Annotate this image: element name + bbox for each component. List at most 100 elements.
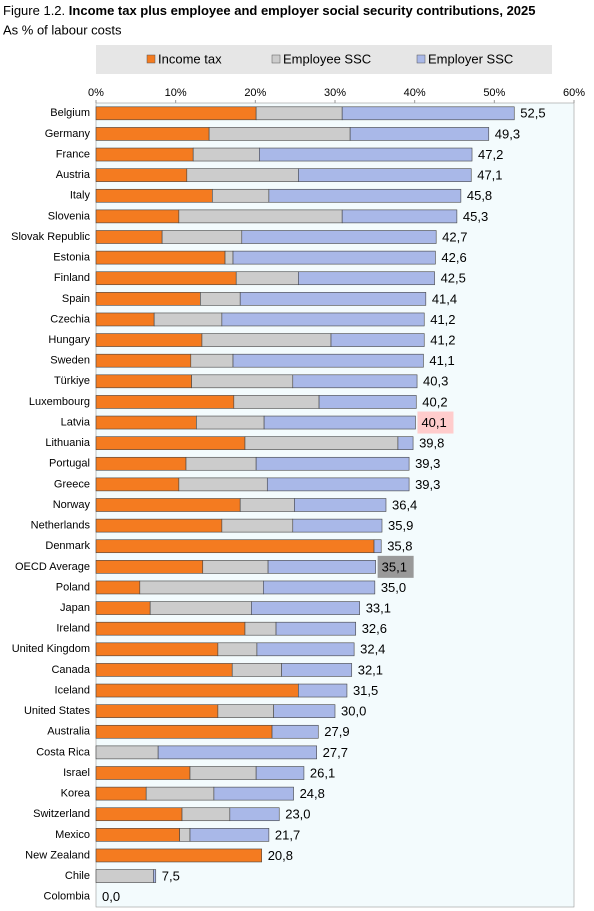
bar-segment	[235, 271, 299, 286]
value-label: 41,1	[429, 353, 454, 368]
bar-segment	[95, 333, 203, 347]
value-label: 41,2	[430, 312, 455, 327]
bar-segment	[341, 209, 458, 224]
value-label: 23,0	[285, 807, 310, 822]
legend-label: Employee SSC	[283, 51, 371, 66]
bar-segment	[95, 312, 155, 327]
bar-segment	[95, 230, 163, 244]
value-label: 20,8	[268, 848, 293, 863]
y-tick-label: Türkiye	[54, 375, 90, 387]
y-tick-label: Finland	[54, 272, 90, 284]
legend-box	[96, 45, 552, 74]
bar-segment	[191, 374, 294, 389]
bar-segment	[213, 786, 294, 801]
bar-segment	[201, 333, 332, 347]
bar-segment	[95, 786, 147, 801]
bar-segment	[95, 724, 273, 739]
bar-segment	[95, 374, 192, 389]
value-label: 47,1	[477, 168, 502, 183]
y-tick-label: Poland	[56, 581, 90, 593]
bar-segment	[95, 353, 192, 368]
bar-segment	[95, 848, 263, 863]
bar-segment	[229, 807, 280, 822]
value-label: 0,0	[102, 889, 120, 904]
bar-segment	[95, 498, 241, 512]
bar-segment	[349, 127, 490, 141]
y-tick-label: United States	[24, 705, 91, 717]
bar-segment	[281, 663, 353, 677]
value-label: 40,2	[422, 394, 447, 409]
y-tick-label: OECD Average	[15, 561, 90, 573]
value-label: 52,5	[520, 106, 545, 121]
bar-segment	[95, 621, 246, 636]
value-label: 49,3	[495, 126, 520, 141]
bar-segment	[186, 168, 299, 182]
y-tick-label: Spain	[62, 293, 90, 305]
bar-segment	[181, 807, 231, 822]
value-label: 42,6	[441, 250, 466, 265]
value-label: 35,8	[387, 539, 412, 554]
chart-title: Income tax plus employee and employer so…	[69, 3, 536, 18]
bar-segment	[95, 560, 204, 574]
bar-segment	[292, 518, 383, 533]
bar-segment	[318, 395, 417, 409]
y-tick-label: New Zealand	[25, 849, 90, 861]
y-tick-label: Slovenia	[48, 210, 91, 222]
bar-segment	[255, 456, 410, 471]
bar-segment	[233, 395, 320, 409]
bar-segment	[149, 601, 252, 615]
value-label: 32,4	[360, 642, 385, 657]
y-tick-label: Slovak Republic	[11, 231, 90, 243]
figure-label: Figure 1.2.	[3, 3, 65, 18]
value-label: 24,8	[300, 786, 325, 801]
bar-segment	[95, 745, 159, 760]
value-label: 27,7	[323, 745, 348, 760]
y-tick-label: Netherlands	[31, 520, 91, 532]
bar-segment	[298, 683, 348, 698]
legend-label: Income tax	[158, 51, 222, 66]
bar-segment	[202, 560, 269, 574]
bar-segment	[239, 292, 427, 306]
bar-segment	[95, 642, 219, 657]
bar-segment	[95, 518, 223, 533]
bar-segment	[373, 539, 382, 554]
bar-segment	[95, 663, 233, 677]
x-tick-label: 30%	[324, 87, 346, 99]
value-label: 40,3	[423, 374, 448, 389]
bar-segment	[185, 456, 257, 471]
bar-segment	[298, 271, 435, 286]
y-tick-label: Latvia	[61, 416, 91, 428]
bar-segment	[239, 498, 295, 512]
y-tick-label: Ireland	[56, 623, 90, 635]
bar-segment	[95, 147, 194, 162]
bar-segment	[95, 415, 197, 430]
value-label: 21,7	[275, 827, 300, 842]
value-label: 41,4	[432, 291, 457, 306]
value-label: 36,4	[392, 497, 417, 512]
bar-segment	[95, 209, 180, 224]
x-tick-label: 20%	[244, 87, 266, 99]
bar-segment	[95, 188, 213, 203]
bar-segment	[95, 807, 183, 822]
value-label: 45,8	[467, 188, 492, 203]
y-tick-label: Switzerland	[33, 808, 90, 820]
y-tick-label: Canada	[51, 664, 90, 676]
y-tick-label: Sweden	[50, 355, 90, 367]
bar-segment	[95, 704, 219, 718]
bar-segment	[397, 436, 414, 450]
bar-segment	[95, 869, 154, 883]
bar-segment	[139, 580, 264, 595]
bar-segment	[251, 601, 360, 615]
y-tick-label: Denmark	[45, 540, 90, 552]
bar-segment	[330, 333, 425, 347]
bar-segment	[263, 415, 416, 430]
y-tick-label: Luxembourg	[29, 396, 90, 408]
y-tick-label: Portugal	[49, 458, 90, 470]
legend-swatch	[416, 54, 426, 64]
x-tick-label: 0%	[88, 87, 104, 99]
value-label: 27,9	[324, 724, 349, 739]
bar-segment	[208, 127, 351, 141]
y-tick-label: Belgium	[50, 107, 90, 119]
bar-segment	[95, 106, 257, 121]
